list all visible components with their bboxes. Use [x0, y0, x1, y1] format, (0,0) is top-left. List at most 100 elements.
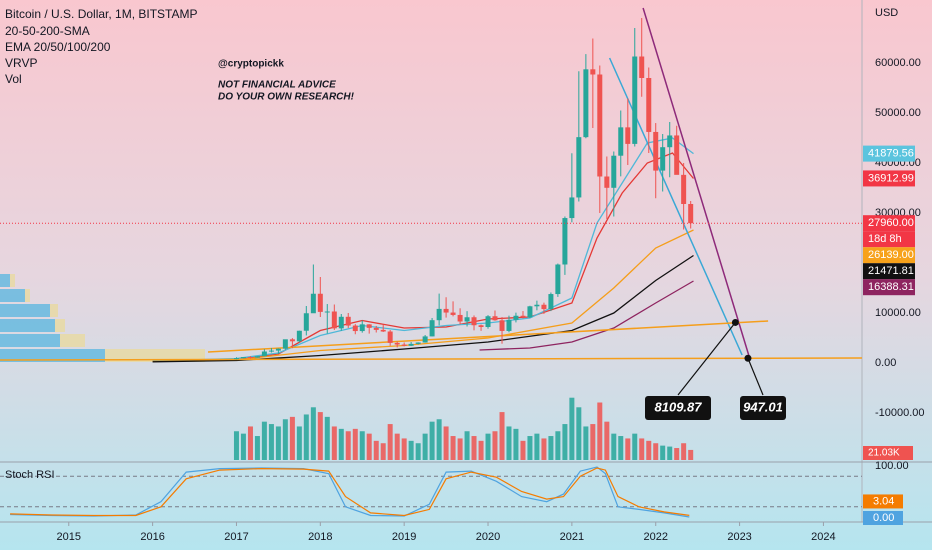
- volume-bar: [506, 426, 512, 460]
- candle-body: [310, 293, 316, 314]
- price-label: 36912.99: [868, 172, 914, 184]
- candle-body: [548, 294, 554, 310]
- volume-bar: [653, 443, 659, 460]
- x-tick-label: 2017: [224, 531, 248, 543]
- candle-body: [401, 344, 407, 346]
- x-tick-label: 2022: [643, 531, 667, 543]
- volume-bar: [632, 433, 638, 460]
- rsi-line: [10, 466, 690, 518]
- candle-body: [366, 324, 372, 328]
- profile-up: [0, 304, 50, 317]
- volume-bar: [310, 407, 316, 460]
- volume-bar: [499, 412, 505, 460]
- candle-body: [380, 329, 386, 332]
- volume-bar: [457, 438, 463, 460]
- volume-bar: [646, 440, 652, 460]
- layers: -10000.000.0010000.0030000.0040000.00500…: [0, 7, 925, 543]
- volume-bar: [282, 419, 288, 460]
- volume-bar: [667, 446, 673, 460]
- moving-average: [479, 280, 694, 351]
- candle-body: [674, 135, 680, 175]
- volume-bar: [296, 426, 302, 460]
- volume-bar: [597, 402, 603, 460]
- volume-bar: [688, 449, 694, 460]
- volume-bar: [562, 424, 568, 460]
- candle-body: [632, 56, 638, 144]
- profile-up: [0, 334, 60, 347]
- countdown-bg: [863, 231, 915, 248]
- y-tick-label: 0.00: [875, 357, 896, 369]
- volume-bar: [583, 426, 589, 460]
- volume-bar: [478, 440, 484, 460]
- target-box: [645, 396, 711, 420]
- rsi-label: 3.04: [873, 495, 894, 507]
- candle-body: [485, 316, 491, 327]
- candle-body: [338, 316, 344, 329]
- candle-body: [324, 311, 330, 313]
- candle-body: [576, 137, 582, 198]
- volume-bar: [387, 424, 393, 460]
- target-box: [740, 396, 786, 420]
- volume-bar: [366, 433, 372, 460]
- trend-line: [608, 57, 743, 356]
- volume-bar: [681, 443, 687, 460]
- volume-bar: [247, 426, 253, 460]
- volume-bar: [576, 407, 582, 460]
- volume-bar: [492, 431, 498, 460]
- volume-bar: [261, 421, 267, 460]
- volume-bar: [289, 416, 295, 460]
- volume-bar: [471, 436, 477, 460]
- candle-body: [233, 358, 239, 360]
- candle-body: [359, 324, 365, 332]
- volume-bar: [408, 440, 414, 460]
- target-point: [744, 354, 752, 362]
- volume-bar: [394, 433, 400, 460]
- candle-body: [597, 74, 603, 177]
- candle-body: [471, 317, 477, 326]
- price-label: 41879.56: [868, 148, 914, 160]
- candle-body: [506, 319, 512, 331]
- volume-bar: [415, 443, 421, 460]
- x-tick-label: 2019: [392, 531, 416, 543]
- x-tick-label: 2023: [727, 531, 751, 543]
- volume-bar: [331, 426, 337, 460]
- profile-down: [60, 334, 85, 347]
- candle-body: [282, 339, 288, 349]
- candle-body: [436, 308, 442, 321]
- volume-bar: [485, 433, 491, 460]
- volume-bar: [513, 428, 519, 460]
- x-tick-label: 2024: [811, 531, 835, 543]
- volume-bar: [303, 414, 309, 460]
- rsi-tick-label: 100.00: [875, 460, 909, 472]
- volume-bar: [254, 436, 260, 460]
- volume-bar: [373, 440, 379, 460]
- volume-bar: [611, 433, 617, 460]
- moving-average: [152, 229, 694, 363]
- candle-body: [478, 325, 484, 327]
- profile-down: [50, 304, 58, 317]
- target-label: 947.01: [743, 399, 783, 414]
- candle-body: [268, 350, 274, 352]
- candle-body: [569, 197, 575, 219]
- target-label: 8109.87: [655, 399, 703, 414]
- price-label: 27960.00: [868, 217, 914, 229]
- candle-body: [373, 327, 379, 330]
- volume-bar: [555, 431, 561, 460]
- trend-line: [0, 357, 863, 361]
- profile-up: [0, 289, 25, 302]
- price-label-bg: [863, 170, 915, 187]
- volume-bar: [639, 438, 645, 460]
- rsi-line: [10, 467, 690, 517]
- volume-bar: [317, 412, 323, 460]
- candle-body: [499, 320, 505, 331]
- candle-body: [625, 127, 631, 144]
- candle-body: [555, 264, 561, 295]
- candle-body: [660, 147, 666, 171]
- volume-bar: [625, 438, 631, 460]
- indicator-title: Stoch RSI: [5, 469, 55, 481]
- volume-bar: [324, 416, 330, 460]
- price-label-bg: [863, 145, 915, 162]
- volume-bar: [352, 428, 358, 460]
- volume-bar: [527, 436, 533, 460]
- volume-bar: [443, 426, 449, 460]
